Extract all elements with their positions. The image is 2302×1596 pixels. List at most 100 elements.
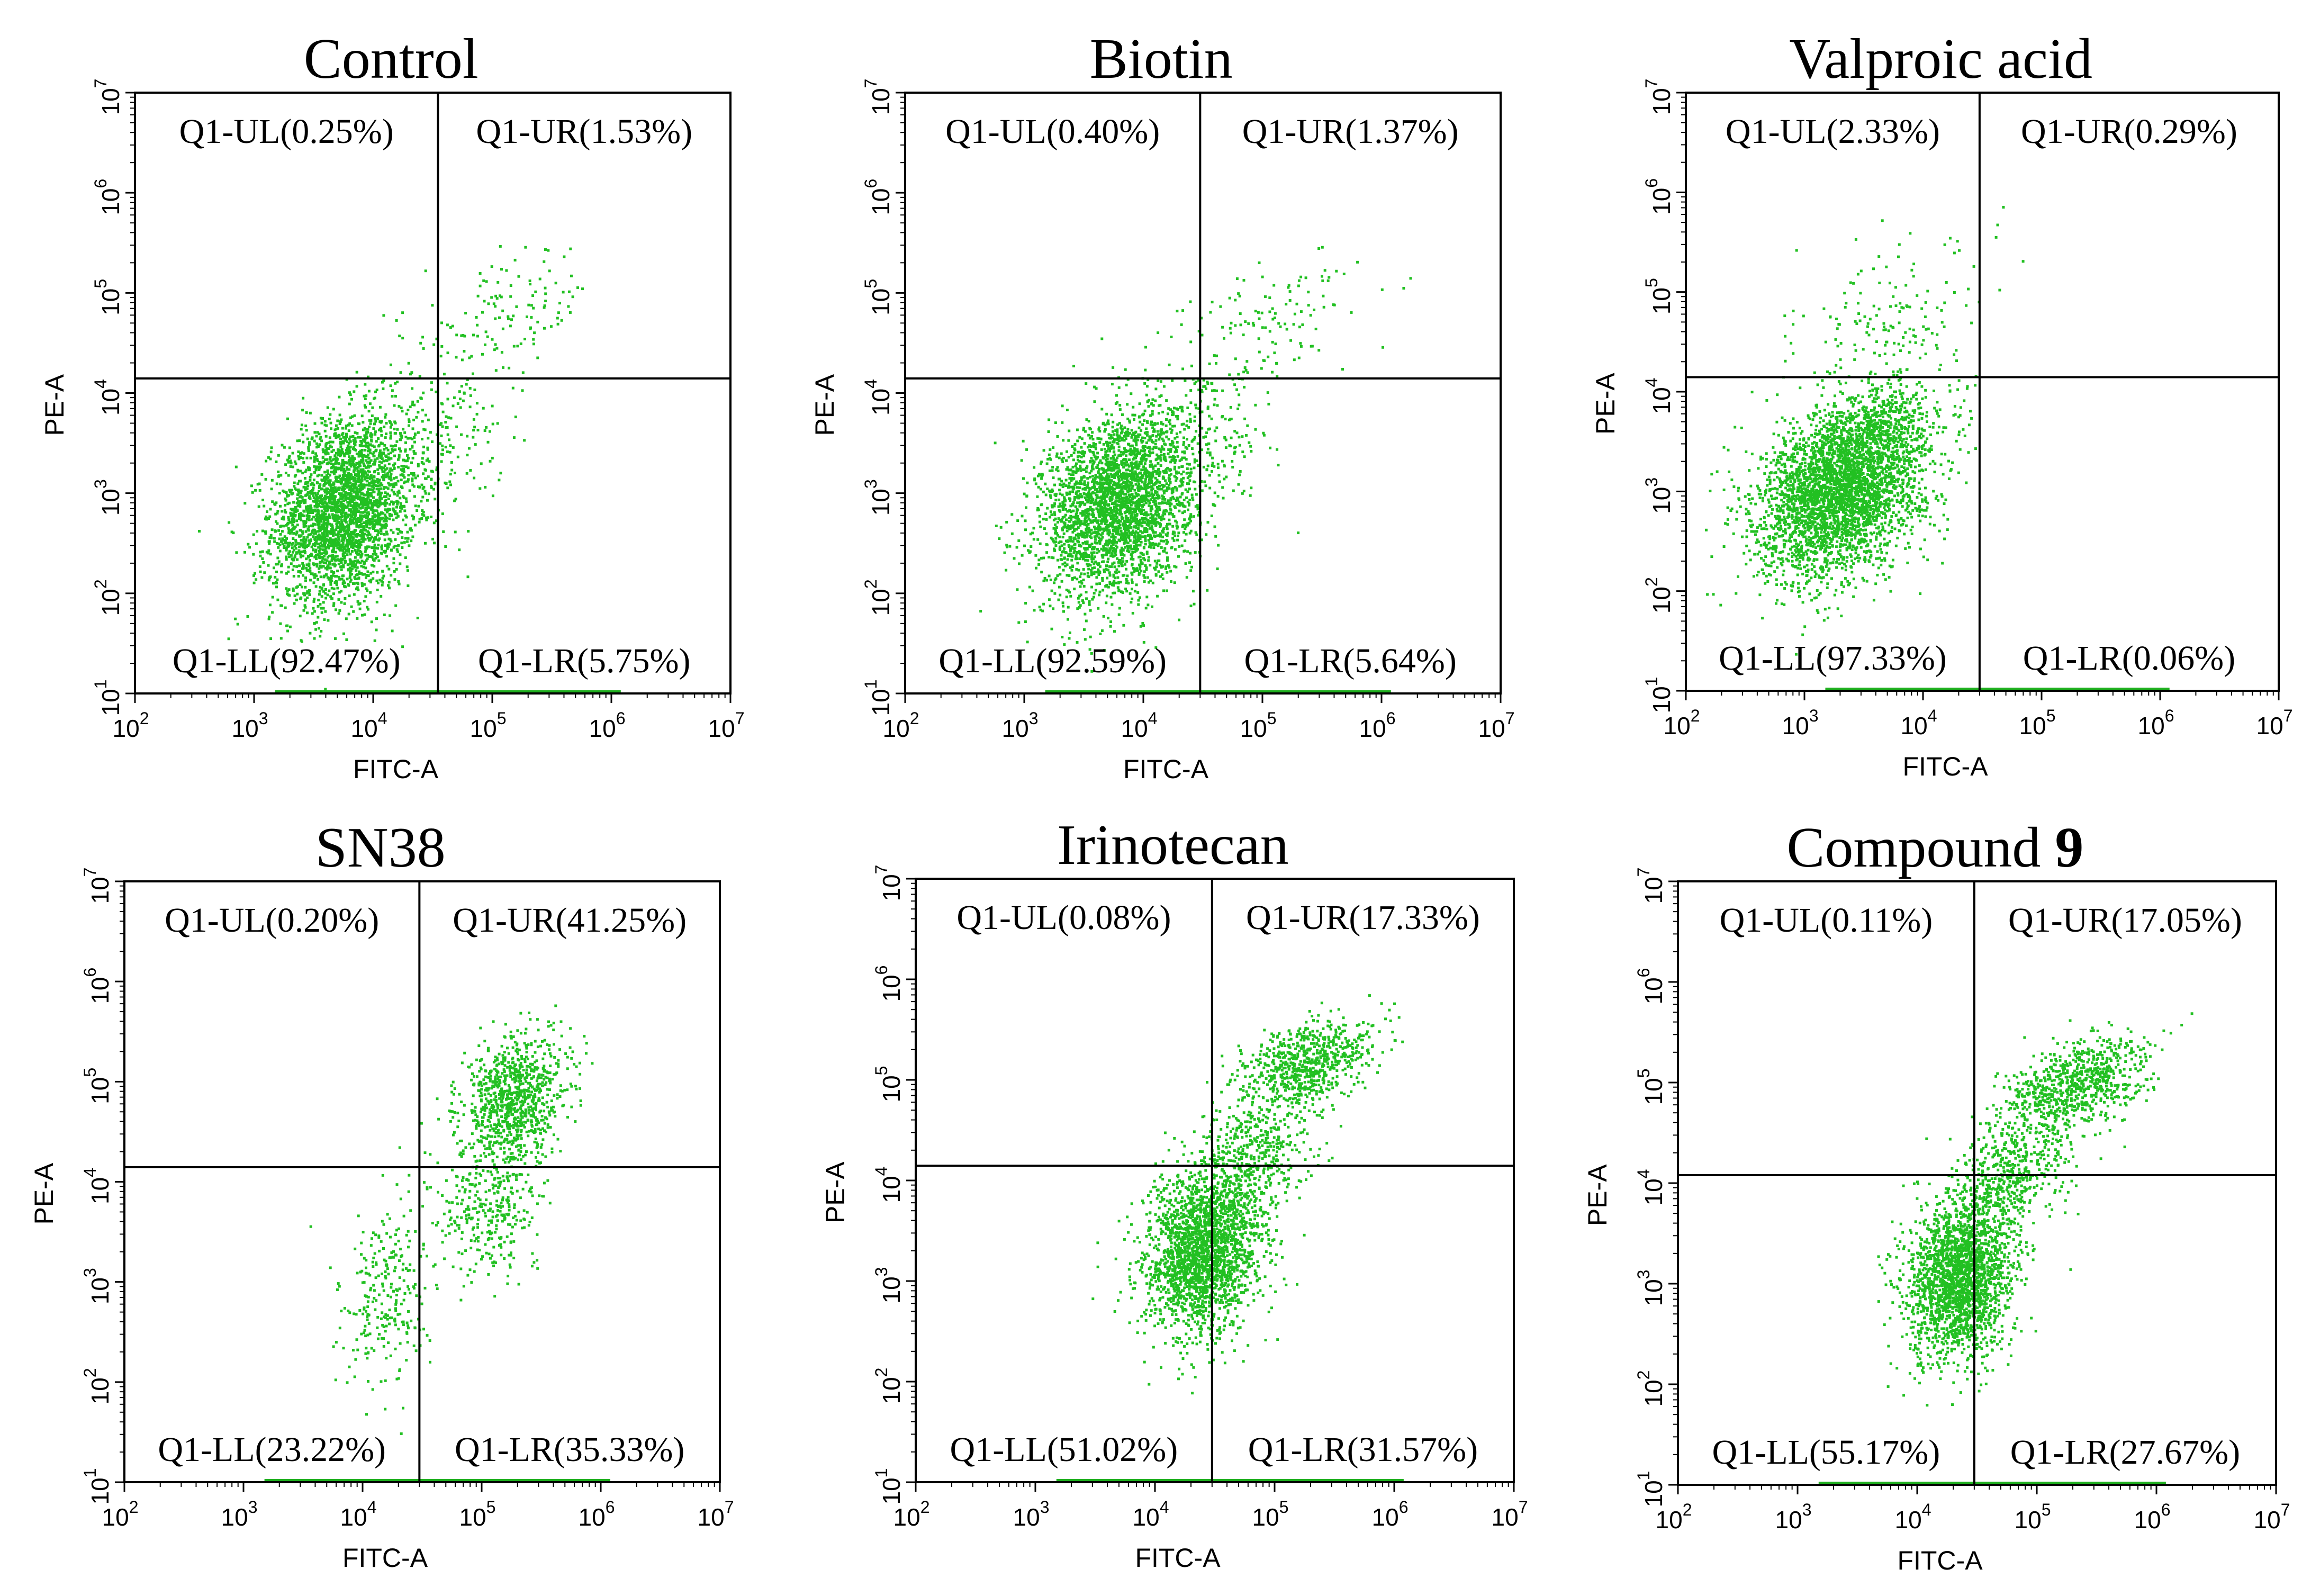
event-dot [562,291,565,294]
event-dot [400,542,403,545]
event-dot [307,544,310,547]
event-dot [286,629,289,633]
event-dot [1090,501,1094,504]
event-dot [340,515,344,517]
event-dot [324,494,327,498]
event-dot [1159,436,1161,439]
event-dot [1075,511,1078,515]
event-dot [301,532,304,535]
event-dot [276,511,279,515]
event-dot [325,474,328,477]
event-dot [1120,425,1123,428]
event-dot [399,432,402,435]
event-dot [1186,524,1189,527]
event-dot [394,382,397,385]
event-dot [351,482,355,485]
event-dot [440,321,443,324]
event-dot [544,286,547,290]
event-dot [385,422,388,425]
event-dot [1064,513,1067,517]
event-dot [371,414,374,417]
event-dot [367,470,369,473]
event-dot [283,535,286,538]
event-dot [1088,472,1091,475]
event-dot [315,514,318,517]
event-dot [344,481,347,484]
event-dot [395,512,399,515]
event-dot [358,570,360,573]
event-dot [287,527,290,530]
event-dot [313,439,316,443]
y-tick-exponent: 6 [91,179,110,188]
event-dot [421,495,425,499]
event-dot [453,499,456,502]
event-dot [356,582,359,585]
event-dot [411,483,414,486]
event-dot [359,534,362,537]
event-dot [261,529,264,533]
event-dot [360,461,364,464]
event-dot [350,490,353,493]
event-dot [351,536,354,539]
event-dot [268,615,271,618]
event-dot [405,412,408,416]
event-dot [1107,488,1111,491]
event-dot [1135,567,1139,570]
event-dot [407,362,410,365]
event-dot [331,471,335,474]
y-tick-label: 105 [91,279,124,315]
event-dot [381,502,384,505]
event-dot [1095,535,1098,538]
event-dot [326,509,329,512]
event-dot [465,472,468,475]
event-dot [439,423,442,426]
event-dot [1024,602,1027,605]
event-dot [313,471,316,474]
event-dot [340,526,343,529]
event-dot [1036,507,1040,510]
event-dot [407,457,410,459]
event-dot [330,597,333,600]
event-dot [365,501,368,504]
event-dot [389,421,392,424]
event-dot [324,597,328,600]
event-dot [380,487,382,490]
event-dot [290,462,293,465]
event-dot [393,466,396,470]
event-dot [500,351,503,354]
event-dot [1151,434,1154,437]
event-dot [1061,601,1064,605]
event-dot [1116,530,1120,534]
event-dot [344,512,347,516]
event-dot [1130,483,1133,486]
event-dot [363,404,366,407]
event-dot [330,427,332,430]
event-dot [374,396,376,400]
event-dot [265,551,268,554]
x-tick-label: 106 [589,709,626,742]
event-dot [358,549,361,553]
event-dot [431,304,434,307]
event-dot [408,544,411,547]
event-dot [1070,485,1072,489]
event-dot [357,510,360,513]
event-dot [274,575,277,579]
event-dot [346,506,349,509]
event-dot [306,492,309,495]
event-dot [309,539,312,543]
event-dot [308,443,311,446]
event-dot [1159,539,1162,543]
event-dot [431,537,435,540]
event-dot [397,528,400,531]
event-dot [1149,423,1152,426]
event-dot [258,482,261,485]
x-tick-base: 10 [470,715,497,742]
event-dot [1098,467,1100,471]
event-dot [346,553,349,556]
event-dot [317,445,320,448]
event-dot [1155,521,1159,524]
event-dot [304,525,307,528]
event-dot [442,530,445,533]
event-dot [410,539,413,543]
event-dot [556,317,559,320]
